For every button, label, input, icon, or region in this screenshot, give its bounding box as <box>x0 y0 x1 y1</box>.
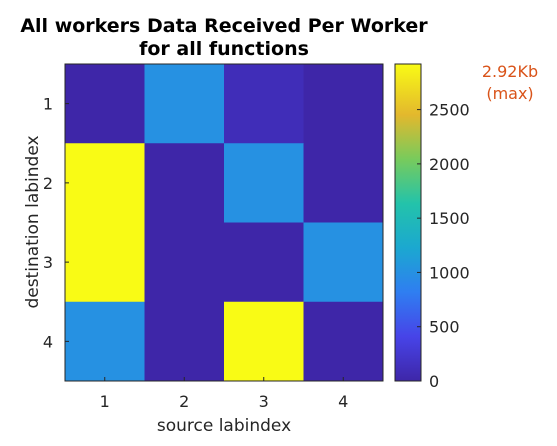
x-axis-label: source labindex <box>157 416 291 436</box>
heatmap-cell <box>65 64 145 144</box>
x-tick-label: 2 <box>179 392 189 411</box>
heatmap-cell <box>303 301 384 382</box>
heatmap-cell <box>224 64 304 144</box>
heatmap-cell <box>65 143 145 223</box>
x-tick-label: 3 <box>259 392 269 411</box>
colorbar-tick-label: 2000 <box>429 155 470 174</box>
y-tick-label: 2 <box>43 174 53 193</box>
max-annotation-label: (max) <box>486 84 533 103</box>
heatmap-cell <box>224 222 304 303</box>
y-tick-label: 3 <box>43 253 53 272</box>
y-tick-labels: 1 2 3 4 <box>43 95 69 351</box>
colorbar-tick-label: 2500 <box>429 101 470 120</box>
colorbar-tick-label: 1000 <box>429 263 470 282</box>
y-tick-label: 1 <box>43 95 53 114</box>
heatmap-cell <box>144 301 225 382</box>
heatmap-cell <box>144 143 225 223</box>
x-tick-label: 1 <box>100 392 110 411</box>
colorbar-tick-label: 0 <box>429 372 439 391</box>
y-axis-label: destination labindex <box>23 135 43 308</box>
y-tick-label: 4 <box>43 332 53 351</box>
heatmap-cell <box>144 64 225 144</box>
heatmap-cell <box>303 64 384 144</box>
colorbar-tick-label: 1500 <box>429 209 470 228</box>
chart-title-line-1: All workers Data Received Per Worker <box>20 15 428 37</box>
heatmap-cell <box>224 301 304 382</box>
plot-frame <box>64 63 384 382</box>
heatmap-cell <box>65 222 145 303</box>
chart-title-line-2: for all functions <box>139 38 309 60</box>
heatmap-cell <box>65 301 145 382</box>
colorbar-tick-label: 500 <box>429 318 460 337</box>
heatmap-cell <box>303 143 384 223</box>
x-tick-label: 4 <box>338 392 348 411</box>
heatmap-cell <box>144 222 225 303</box>
x-tick-labels: 1 2 3 4 <box>100 377 348 411</box>
max-annotation-value: 2.92Kb <box>482 62 538 81</box>
heatmap-cell <box>303 222 384 303</box>
heatmap-cell <box>224 143 304 223</box>
colorbar <box>394 63 422 382</box>
colorbar-ticks: 0 500 1000 1500 2000 2500 <box>417 101 470 391</box>
heatmap-cells <box>65 64 384 382</box>
